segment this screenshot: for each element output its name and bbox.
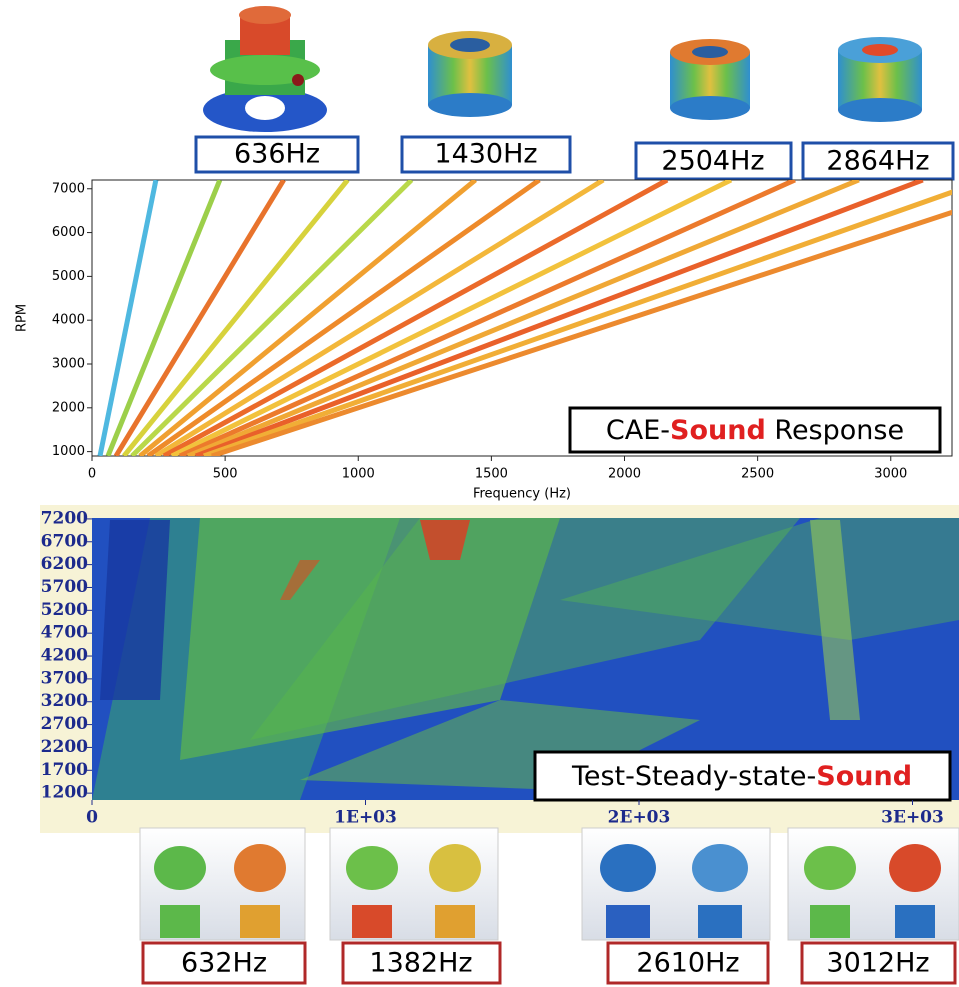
mode-label: 1430Hz — [434, 139, 537, 170]
y-tick-label: 1700 — [41, 760, 88, 780]
x-tick-label: 2000 — [608, 467, 641, 482]
y-tick-label: 3200 — [41, 691, 88, 711]
mode-label: 2504Hz — [661, 146, 764, 177]
y-tick-label: 3000 — [52, 357, 85, 372]
annotation-part: Sound — [670, 415, 766, 446]
x-tick-label: 0 — [86, 808, 98, 828]
mode-label: 3012Hz — [826, 948, 929, 979]
annotation: Test-Steady-state-Sound — [571, 761, 912, 792]
cae-mode-labels: 636Hz 1430Hz 2504Hz 2864Hz — [196, 137, 953, 179]
mode-label: 632Hz — [181, 948, 267, 979]
y-tick-label: 5000 — [52, 269, 85, 284]
x-tick-label: 1000 — [342, 467, 375, 482]
x-axis-label: Frequency (Hz) — [473, 487, 571, 502]
mode-label: 636Hz — [234, 139, 320, 170]
y-tick-label: 2200 — [41, 737, 88, 757]
x-tick-label: 500 — [213, 467, 238, 482]
y-tick-label: 6000 — [52, 225, 85, 240]
y-tick-label: 7200 — [41, 508, 88, 528]
y-tick-label: 4200 — [41, 646, 88, 666]
y-axis-label: RPM — [15, 304, 30, 332]
y-tick-label: 5700 — [41, 577, 88, 597]
test-mode-labels: 632Hz 1382Hz 2610Hz 3012Hz — [143, 943, 955, 983]
figure: 636Hz 1430Hz 2504Hz 2864Hz RPM Frequency… — [0, 0, 959, 987]
x-tick-label: 2E+03 — [608, 808, 671, 828]
annotation-part: Sound — [816, 761, 912, 792]
test-mode-thumbnails — [140, 828, 959, 940]
annotation-part: Response — [766, 415, 904, 446]
mode-label: 2610Hz — [636, 948, 739, 979]
x-tick-label: 3E+03 — [881, 808, 944, 828]
y-tick-label: 4000 — [52, 313, 85, 328]
mode-label: 1382Hz — [369, 948, 472, 979]
x-tick-label: 1E+03 — [334, 808, 397, 828]
x-tick-label: 2500 — [741, 467, 774, 482]
y-tick-label: 6700 — [41, 531, 88, 551]
annotation-part: Test-Steady-state- — [571, 761, 816, 792]
x-tick-label: 3000 — [874, 467, 907, 482]
annotation: CAE-Sound Response — [606, 415, 904, 446]
mode-renderings — [203, 6, 922, 132]
x-tick-label: 1500 — [475, 467, 508, 482]
y-tick-label: 7000 — [52, 181, 85, 196]
y-tick-label: 1000 — [52, 444, 85, 459]
annotation-part: CAE- — [606, 415, 670, 446]
y-tick-label: 3700 — [41, 668, 88, 688]
y-tick-label: 6200 — [41, 554, 88, 574]
y-tick-label: 5200 — [41, 600, 88, 620]
mode-label: 2864Hz — [826, 146, 929, 177]
y-tick-label: 4700 — [41, 623, 88, 643]
x-tick-label: 0 — [88, 467, 96, 482]
y-tick-label: 1200 — [41, 783, 88, 803]
y-tick-label: 2000 — [52, 400, 85, 415]
y-tick-label: 2700 — [41, 714, 88, 734]
